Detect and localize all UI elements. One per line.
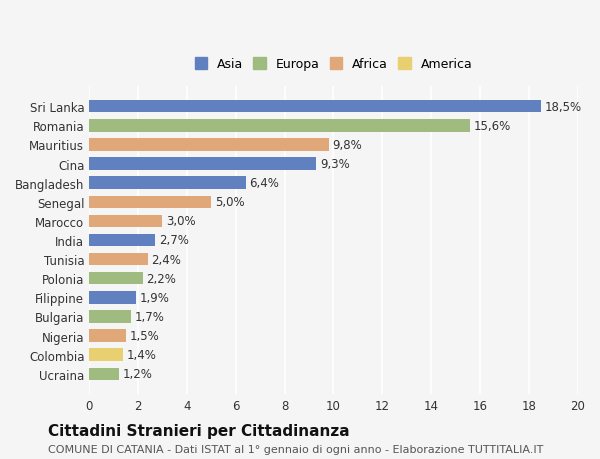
Text: 1,9%: 1,9%: [139, 291, 169, 304]
Text: 9,3%: 9,3%: [320, 158, 350, 171]
Text: 2,7%: 2,7%: [159, 234, 188, 247]
Text: Cittadini Stranieri per Cittadinanza: Cittadini Stranieri per Cittadinanza: [48, 423, 350, 438]
Bar: [89, 196, 211, 208]
Text: COMUNE DI CATANIA - Dati ISTAT al 1° gennaio di ogni anno - Elaborazione TUTTITA: COMUNE DI CATANIA - Dati ISTAT al 1° gen…: [48, 444, 544, 454]
Bar: [89, 349, 124, 361]
Text: 18,5%: 18,5%: [545, 101, 582, 113]
Bar: [89, 158, 316, 170]
Text: 15,6%: 15,6%: [474, 119, 511, 133]
Text: 1,2%: 1,2%: [122, 368, 152, 381]
Text: 1,5%: 1,5%: [130, 329, 159, 342]
Text: 3,0%: 3,0%: [166, 215, 196, 228]
Bar: [89, 101, 541, 113]
Bar: [89, 120, 470, 132]
Text: 2,4%: 2,4%: [151, 253, 181, 266]
Bar: [89, 311, 131, 323]
Bar: [89, 330, 126, 342]
Text: 2,2%: 2,2%: [146, 272, 176, 285]
Bar: [89, 234, 155, 246]
Legend: Asia, Europa, Africa, America: Asia, Europa, Africa, America: [190, 53, 477, 76]
Text: 6,4%: 6,4%: [249, 177, 279, 190]
Text: 9,8%: 9,8%: [332, 139, 362, 151]
Text: 1,4%: 1,4%: [127, 348, 157, 361]
Bar: [89, 272, 143, 285]
Bar: [89, 253, 148, 266]
Text: 1,7%: 1,7%: [134, 310, 164, 323]
Bar: [89, 177, 245, 190]
Bar: [89, 291, 136, 304]
Text: 5,0%: 5,0%: [215, 196, 245, 209]
Bar: [89, 368, 119, 380]
Bar: [89, 139, 329, 151]
Bar: [89, 215, 163, 228]
